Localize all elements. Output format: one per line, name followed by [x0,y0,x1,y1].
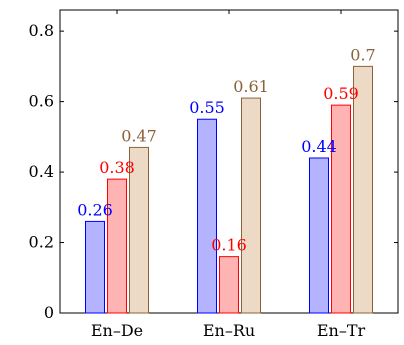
y-tick-label: 0.6 [29,92,54,111]
bar [219,256,239,314]
x-tick-label: En–Ru [203,321,255,340]
bar [353,65,373,314]
data-label: 0.55 [189,98,225,117]
y-tick-label: 0 [44,303,54,322]
chart-bars [85,65,373,314]
bar [107,178,127,314]
y-tick-label: 0.2 [29,233,54,252]
bar [331,104,351,314]
data-label: 0.61 [233,77,269,96]
y-tick-label: 0.4 [29,162,54,181]
data-label: 0.44 [301,137,337,156]
bar [85,220,105,314]
x-tick-label: En–Tr [317,321,366,340]
data-label: 0.38 [99,158,135,177]
data-label: 0.7 [350,45,375,64]
bar [309,157,329,314]
chart-labels: 0.26 0.38 0.47 0.55 0.16 0.61 0.44 0.59 0.7 [77,45,376,254]
bar [241,97,261,314]
data-label: 0.59 [323,84,359,103]
data-label: 0.16 [211,236,247,255]
y-tick-label: 0.8 [29,21,54,40]
data-label: 0.47 [121,126,157,145]
bar [197,118,217,314]
bar [129,146,149,314]
data-label: 0.26 [77,200,113,219]
x-tick-label: En–De [91,321,143,340]
